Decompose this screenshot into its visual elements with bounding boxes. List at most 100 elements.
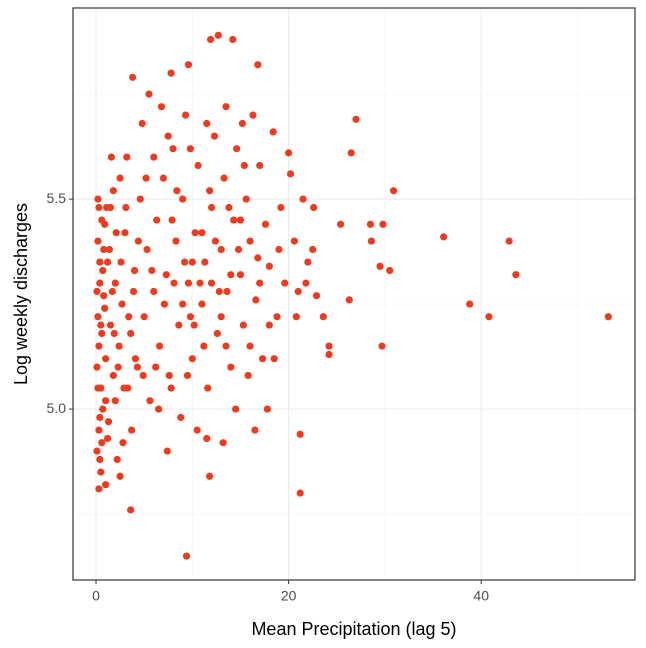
point (367, 237, 376, 245)
plot-background (73, 8, 635, 580)
point (281, 279, 289, 287)
point (97, 321, 105, 329)
point (196, 279, 204, 287)
point (112, 229, 120, 237)
point (127, 506, 135, 514)
point (211, 237, 220, 245)
point (230, 216, 238, 224)
point (140, 313, 148, 321)
point (214, 31, 222, 39)
point (302, 279, 310, 287)
point (188, 355, 196, 363)
point (389, 187, 398, 195)
point (190, 321, 198, 329)
point (96, 455, 104, 464)
y-tick-label: 5.0 (47, 400, 67, 416)
point (193, 426, 201, 434)
point (232, 405, 240, 413)
point (96, 279, 104, 287)
point (261, 220, 270, 228)
point (165, 371, 173, 380)
point (95, 485, 103, 493)
point (100, 245, 108, 254)
point (129, 73, 137, 81)
point (265, 262, 273, 270)
point (129, 287, 138, 296)
point (157, 103, 166, 111)
point (150, 287, 158, 296)
point (150, 153, 158, 161)
point (246, 342, 254, 350)
point (188, 258, 196, 266)
y-axis-title: Log weekly discharges (11, 203, 31, 385)
point (121, 229, 129, 237)
point (96, 413, 104, 422)
point (134, 237, 142, 245)
point (312, 292, 321, 300)
point (98, 216, 106, 224)
point (296, 489, 304, 497)
point (217, 245, 225, 254)
point (200, 342, 208, 350)
point (115, 342, 123, 350)
x-tick-label: 0 (92, 588, 100, 604)
point (296, 430, 304, 438)
point (103, 258, 112, 266)
point (366, 220, 375, 228)
point (179, 195, 187, 203)
point (95, 203, 103, 212)
point (386, 266, 394, 275)
point (116, 174, 124, 182)
point (378, 342, 386, 350)
point (285, 149, 293, 157)
point (275, 245, 283, 254)
point (238, 119, 246, 128)
point (299, 195, 307, 203)
point (175, 321, 183, 329)
point (138, 119, 146, 128)
point (93, 287, 101, 296)
point (265, 321, 273, 329)
point (325, 350, 333, 359)
point (113, 455, 121, 464)
point (440, 233, 448, 241)
x-axis-title: Mean Precipitation (lag 5) (251, 619, 456, 639)
point (167, 384, 175, 392)
point (99, 266, 107, 275)
point (206, 472, 214, 480)
point (106, 321, 115, 329)
point (604, 313, 612, 321)
x-tick-label: 20 (281, 588, 297, 604)
point (148, 266, 156, 275)
point (254, 61, 262, 69)
point (210, 132, 219, 140)
point (99, 405, 107, 413)
point (131, 355, 140, 363)
point (184, 279, 193, 287)
point (207, 203, 216, 212)
point (191, 229, 199, 237)
point (100, 292, 108, 300)
point (167, 69, 175, 77)
point (93, 363, 101, 371)
point (164, 132, 172, 140)
point (352, 115, 360, 123)
point (98, 439, 106, 447)
point (184, 61, 193, 69)
point (133, 363, 142, 371)
point (240, 161, 248, 170)
point (269, 128, 277, 136)
point (181, 258, 189, 266)
point (244, 371, 252, 380)
point (186, 313, 194, 321)
point (259, 355, 267, 363)
point (186, 145, 194, 153)
point (110, 329, 118, 338)
point (94, 313, 102, 321)
point (94, 195, 102, 203)
point (198, 229, 206, 237)
point (108, 287, 116, 296)
point (181, 111, 190, 119)
point (102, 397, 110, 405)
